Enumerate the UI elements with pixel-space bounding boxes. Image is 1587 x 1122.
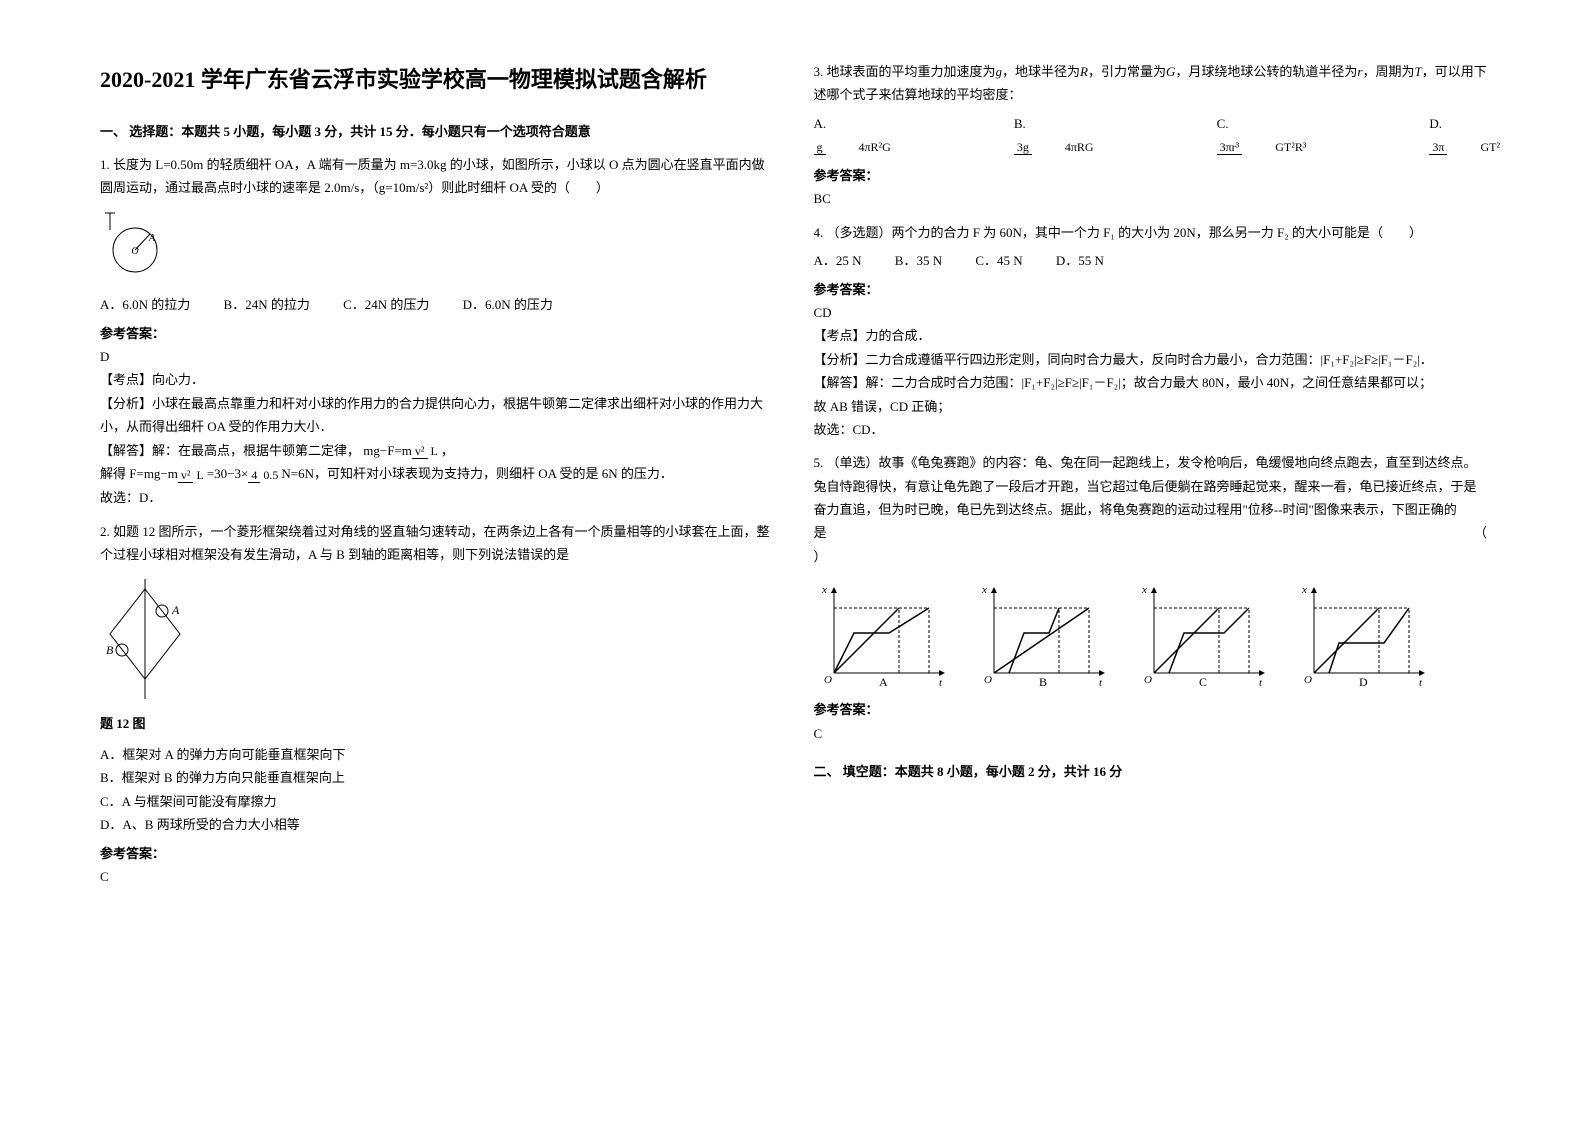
- q4-opt-d: D．55 N: [1056, 253, 1104, 268]
- q4-ans-label: 参考答案：: [814, 278, 1488, 301]
- q1-solve-label: 【解答】: [100, 443, 152, 458]
- svg-text:O: O: [824, 674, 832, 686]
- q4-text: 4. （多选题）两个力的合力 F 为 60N，其中一个力 F₁ 的大小为 20N…: [814, 221, 1488, 244]
- svg-text:t: t: [939, 677, 943, 688]
- document-title: 2020-2021 学年广东省云浮市实验学校高一物理模拟试题含解析: [100, 60, 774, 100]
- q1-solve-line1: 【解答】解：在最高点，根据牛顿第二定律， mg−F=mv²L，: [100, 439, 774, 463]
- left-column: 2020-2021 学年广东省云浮市实验学校高一物理模拟试题含解析 一、 选择题…: [80, 60, 794, 1082]
- q1-opt-d: D．6.0N 的压力: [463, 297, 553, 312]
- question-5: 5. （单选）故事《龟兔赛跑》的内容：龟、兔在同一起跑线上，发令枪响后，龟缓慢地…: [814, 451, 1488, 745]
- q3-ans-label: 参考答案：: [814, 164, 1488, 187]
- q5-chart-b: O t x B: [974, 578, 1114, 688]
- q4-opt-a: A．25 N: [814, 253, 862, 268]
- q2-opt-c: C．A 与框架间可能没有摩擦力: [100, 790, 774, 813]
- q1-solve2-post: N=6N: [281, 466, 314, 481]
- q2-ans: C: [100, 865, 774, 888]
- q2-caption: 题 12 图: [100, 712, 774, 735]
- q1-topic: 【考点】向心力．: [100, 368, 774, 391]
- question-2: 2. 如题 12 图所示，一个菱形框架绕着过对角线的竖直轴匀速转动，在两条边上各…: [100, 520, 774, 889]
- q5-text: 5. （单选）故事《龟兔赛跑》的内容：龟、兔在同一起跑线上，发令枪响后，龟缓慢地…: [814, 451, 1488, 521]
- q4-line2: 故 AB 错误，CD 正确；: [814, 395, 1488, 418]
- q5-charts: O t x A O t x B: [814, 578, 1488, 688]
- q2-opt-a: A．框架对 A 的弹力方向可能垂直框架向下: [100, 743, 774, 766]
- q1-solve-line2: 解得 F=mg−mv²L=30−3×40.5N=6N，可知杆对小球表现为支持力，…: [100, 462, 774, 486]
- section2-header: 二、 填空题：本题共 8 小题，每小题 2 分，共计 16 分: [814, 760, 1488, 783]
- q3-opt-b: B.3g4πRG: [1014, 112, 1157, 159]
- svg-text:x: x: [1141, 584, 1147, 596]
- svg-text:O: O: [1144, 674, 1152, 686]
- svg-text:O: O: [1304, 674, 1312, 686]
- q1-figure: O A: [100, 208, 774, 285]
- q1-ans: D: [100, 345, 774, 368]
- q5-paren: ）: [814, 545, 1488, 568]
- q3-opt-d: D.3πGT²: [1429, 112, 1563, 159]
- q1-ans-label: 参考答案：: [100, 322, 774, 345]
- q3-options: A.g4πR²G B.3g4πRG C.3πr³GT²R³ D.3πGT²: [814, 112, 1488, 159]
- q1-frac3: 40.5: [248, 465, 281, 487]
- q5-ans-label: 参考答案：: [814, 698, 1488, 721]
- q4-analysis: 【分析】二力合成遵循平行四边形定则，同向时合力最大，反向时合力最小，合力范围：|…: [814, 348, 1488, 371]
- q2-opt-b: B．框架对 B 的弹力方向只能垂直框架向上: [100, 766, 774, 789]
- q1-opt-a: A．6.0N 的拉力: [100, 297, 190, 312]
- q1-final: 故选：D．: [100, 486, 774, 509]
- q3-ans: BC: [814, 187, 1488, 210]
- svg-text:C: C: [1199, 675, 1207, 688]
- q2-opt-d: D．A、B 两球所受的合力大小相等: [100, 813, 774, 836]
- q4-topic: 【考点】力的合成．: [814, 324, 1488, 347]
- q2-text: 2. 如题 12 图所示，一个菱形框架绕着过对角线的竖直轴匀速转动，在两条边上各…: [100, 520, 774, 567]
- q1-topic-text: 向心力．: [152, 372, 204, 387]
- q1-text: 1. 长度为 L=0.50m 的轻质细杆 OA，A 端有一质量为 m=3.0kg…: [100, 153, 774, 200]
- question-3: 3. 地球表面的平均重力加速度为g，地球半径为R，引力常量为G，月球绕地球公转的…: [814, 60, 1488, 211]
- q1-analysis-label: 【分析】: [100, 396, 152, 411]
- q1-topic-label: 【考点】: [100, 372, 152, 387]
- svg-text:A: A: [171, 603, 180, 617]
- q3-text: 3. 地球表面的平均重力加速度为g，地球半径为R，引力常量为G，月球绕地球公转的…: [814, 60, 1488, 107]
- q1-solve2-pre: 解得 F=: [100, 466, 144, 481]
- svg-text:x: x: [981, 584, 987, 596]
- svg-text:D: D: [1359, 675, 1368, 688]
- q4-solve: 【解答】解：二力合成时合力范围：|F₁+F₂|≥F≥|F₁－F₂|；故合力最大 …: [814, 371, 1488, 394]
- q5-tail: 是 （: [814, 521, 1488, 544]
- q1-analysis: 【分析】小球在最高点靠重力和杆对小球的作用力的合力提供向心力，根据牛顿第二定律求…: [100, 392, 774, 439]
- q5-ans: C: [814, 722, 1488, 745]
- q1-frac2: v²L: [178, 465, 207, 487]
- q1-analysis-text: 小球在最高点靠重力和杆对小球的作用力的合力提供向心力，根据牛顿第二定律求出细杆对…: [100, 396, 763, 434]
- svg-text:B: B: [1039, 675, 1047, 688]
- q2-ans-label: 参考答案：: [100, 842, 774, 865]
- q1-opt-b: B．24N 的拉力: [224, 297, 310, 312]
- svg-text:t: t: [1259, 677, 1263, 688]
- q5-chart-c: O t x C: [1134, 578, 1274, 688]
- q4-opt-c: C．45 N: [975, 253, 1022, 268]
- q1-frac1: v²L: [412, 441, 441, 463]
- section1-header: 一、 选择题：本题共 5 小题，每小题 3 分，共计 15 分．每小题只有一个选…: [100, 120, 774, 143]
- question-1: 1. 长度为 L=0.50m 的轻质细杆 OA，A 端有一质量为 m=3.0kg…: [100, 153, 774, 510]
- svg-text:O: O: [984, 674, 992, 686]
- q5-chart-a: O t x A: [814, 578, 954, 688]
- svg-text:t: t: [1419, 677, 1423, 688]
- q3-opt-a: A.g4πR²G: [814, 112, 954, 159]
- q2-figure: A B 题 12 图: [100, 574, 774, 735]
- q1-options: A．6.0N 的拉力 B．24N 的拉力 C．24N 的压力 D．6.0N 的压…: [100, 293, 774, 316]
- right-column: 3. 地球表面的平均重力加速度为g，地球半径为R，引力常量为G，月球绕地球公转的…: [794, 60, 1508, 1082]
- svg-text:A: A: [879, 675, 888, 688]
- q4-ans: CD: [814, 301, 1488, 324]
- q4-final: 故选：CD．: [814, 418, 1488, 441]
- q1-opt-c: C．24N 的压力: [343, 297, 429, 312]
- question-4: 4. （多选题）两个力的合力 F 为 60N，其中一个力 F₁ 的大小为 20N…: [814, 221, 1488, 442]
- q4-opt-b: B．35 N: [895, 253, 942, 268]
- q3-opt-c: C.3πr³GT²R³: [1217, 112, 1370, 159]
- q5-chart-d: O t x D: [1294, 578, 1434, 688]
- svg-text:t: t: [1099, 677, 1103, 688]
- q1-solve2-mid: 30−3×: [214, 466, 248, 481]
- svg-text:x: x: [821, 584, 827, 596]
- svg-text:B: B: [106, 643, 114, 657]
- q4-options: A．25 N B．35 N C．45 N D．55 N: [814, 249, 1488, 272]
- q1-solve2-tail: ，可知杆对小球表现为支持力，则细杆 OA 受的是 6N 的压力．: [314, 466, 673, 481]
- svg-text:x: x: [1301, 584, 1307, 596]
- q1-solve1-pre: 解：在最高点，根据牛顿第二定律，: [152, 443, 360, 458]
